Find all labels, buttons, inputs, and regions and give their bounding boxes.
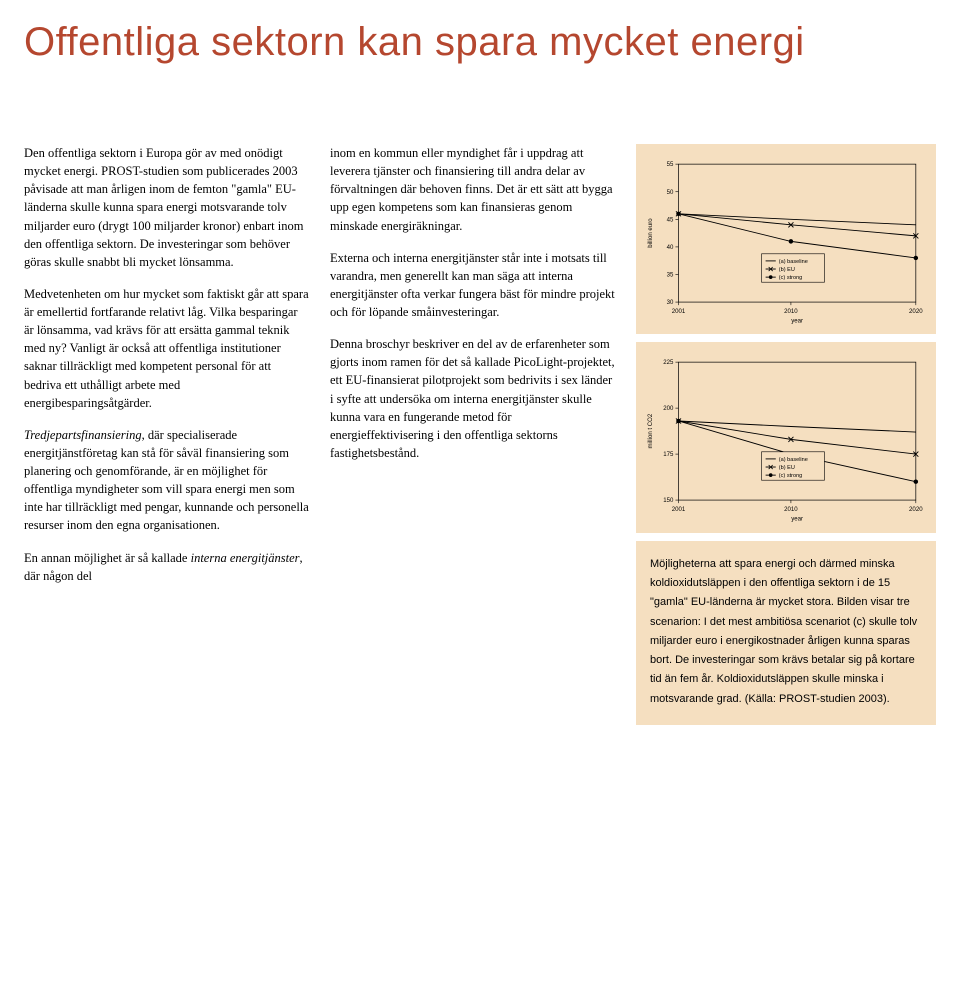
svg-text:year: year bbox=[791, 516, 803, 523]
col1-p4-pre: En annan möjlighet är så kallade bbox=[24, 551, 191, 565]
svg-text:2020: 2020 bbox=[909, 308, 923, 315]
svg-text:million t CO2: million t CO2 bbox=[647, 414, 654, 449]
chart-1: 30 35 40 45 50 55 2001 2010 2020 billion euro year… bbox=[644, 154, 928, 326]
svg-text:200: 200 bbox=[663, 406, 674, 413]
chart-1-wrap: 30 35 40 45 50 55 2001 2010 2020 billion euro year… bbox=[636, 144, 936, 334]
col1-p2: Medvetenheten om hur mycket som faktiskt… bbox=[24, 285, 310, 412]
col2-p1: inom en kommun eller myndighet får i upp… bbox=[330, 144, 616, 235]
col1-p3-lead: Tredjepartsfinansiering bbox=[24, 428, 142, 442]
svg-text:(b) EU: (b) EU bbox=[779, 267, 795, 273]
svg-text:2020: 2020 bbox=[909, 507, 923, 514]
col1-p3-rest: , där specialiserade energitjänstföretag… bbox=[24, 428, 309, 533]
svg-text:50: 50 bbox=[667, 189, 674, 196]
svg-text:45: 45 bbox=[667, 216, 674, 223]
svg-text:(c) strong: (c) strong bbox=[779, 474, 803, 480]
svg-text:(a) baseline: (a) baseline bbox=[779, 457, 808, 463]
col1-p1: Den offentliga sektorn i Europa gör av m… bbox=[24, 144, 310, 271]
svg-text:225: 225 bbox=[663, 360, 674, 367]
svg-text:(b) EU: (b) EU bbox=[779, 465, 795, 471]
svg-text:year: year bbox=[791, 317, 803, 324]
col1-p3: Tredjepartsfinansiering, där specialiser… bbox=[24, 426, 310, 535]
svg-text:35: 35 bbox=[667, 272, 674, 279]
svg-text:billion euro: billion euro bbox=[647, 218, 654, 248]
column-1: Den offentliga sektorn i Europa gör av m… bbox=[24, 144, 310, 725]
svg-text:30: 30 bbox=[667, 299, 674, 306]
svg-text:(c) strong: (c) strong bbox=[779, 275, 803, 281]
svg-text:175: 175 bbox=[663, 452, 674, 459]
svg-text:2010: 2010 bbox=[784, 308, 798, 315]
svg-text:2010: 2010 bbox=[784, 507, 798, 514]
col2-p3: Denna broschyr beskriver en del av de er… bbox=[330, 335, 616, 462]
col1-p4-italic: interna energitjänster bbox=[191, 551, 300, 565]
column-3-charts: 30 35 40 45 50 55 2001 2010 2020 billion euro year… bbox=[636, 144, 936, 725]
col1-p4: En annan möjlighet är så kallade interna… bbox=[24, 549, 310, 585]
svg-text:150: 150 bbox=[663, 498, 674, 505]
column-2: inom en kommun eller myndighet får i upp… bbox=[330, 144, 616, 725]
svg-text:2001: 2001 bbox=[672, 507, 686, 514]
col2-p2: Externa och interna energitjänster står … bbox=[330, 249, 616, 322]
svg-text:55: 55 bbox=[667, 161, 674, 168]
svg-text:(a) baseline: (a) baseline bbox=[779, 259, 808, 265]
content-columns: Den offentliga sektorn i Europa gör av m… bbox=[24, 144, 936, 725]
chart-2: 150 175 200 225 2001 2010 2020 million t CO2 yea… bbox=[644, 352, 928, 524]
svg-text:2001: 2001 bbox=[672, 308, 686, 315]
page-title: Offentliga sektorn kan spara mycket ener… bbox=[24, 20, 936, 64]
figure-caption: Möjligheterna att spara energi och därme… bbox=[636, 541, 936, 725]
svg-text:40: 40 bbox=[667, 244, 674, 251]
chart-2-wrap: 150 175 200 225 2001 2010 2020 million t CO2 yea… bbox=[636, 342, 936, 532]
